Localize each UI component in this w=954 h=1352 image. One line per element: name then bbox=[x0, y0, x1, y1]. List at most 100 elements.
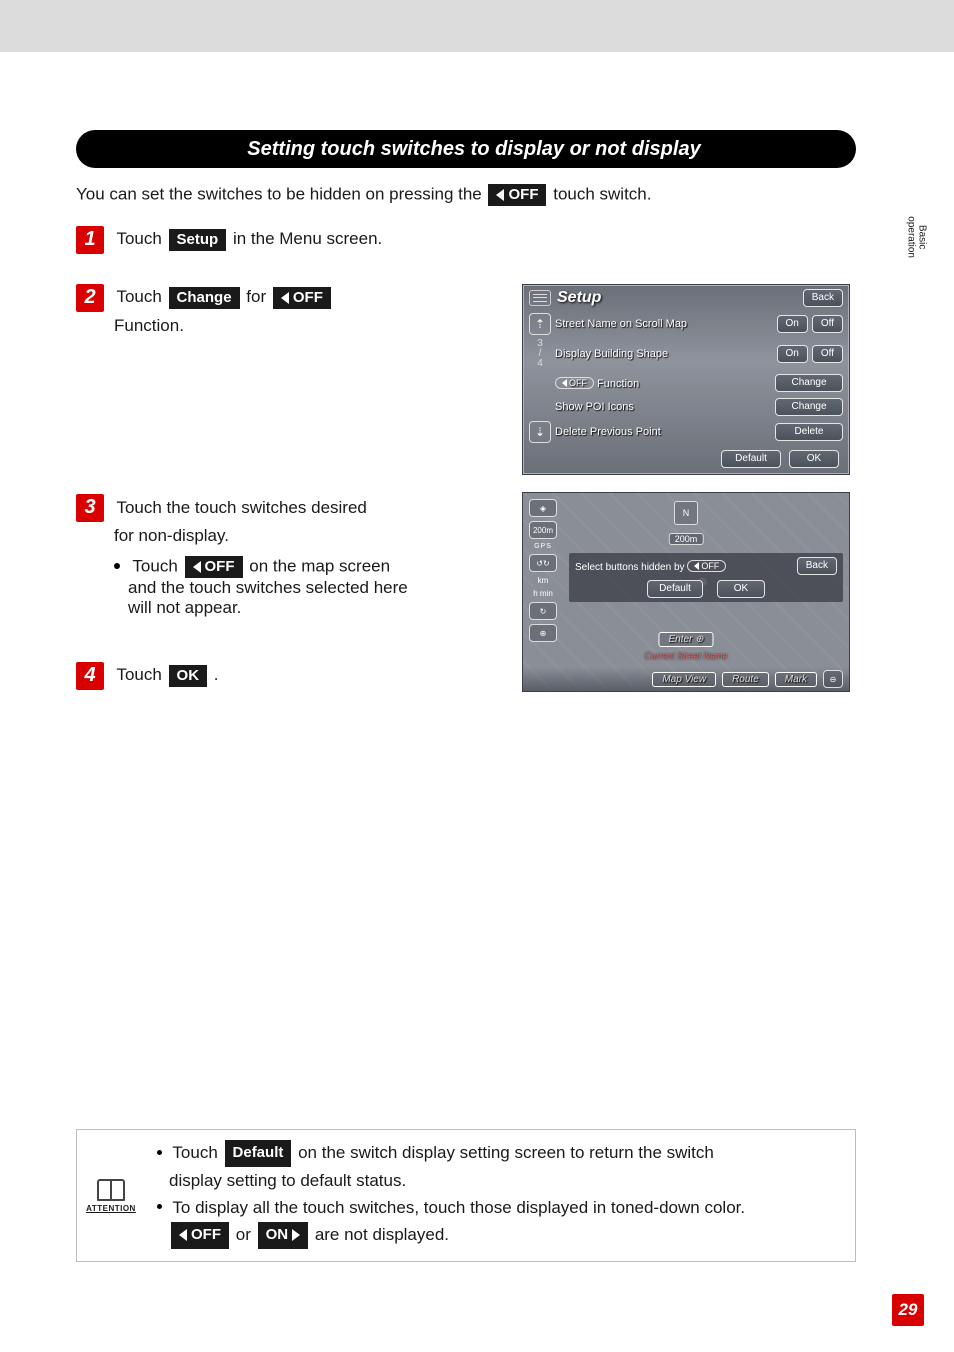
step-2-text: Touch Change for OFF bbox=[116, 287, 332, 306]
r1-on-button[interactable]: On bbox=[777, 315, 808, 333]
r3-label: OFF Function bbox=[555, 377, 771, 390]
triangle-left-icon bbox=[193, 561, 201, 573]
step-1-text: Touch Setup in the Menu screen. bbox=[116, 229, 382, 248]
enter-button[interactable]: Enter ⊕ bbox=[658, 632, 713, 647]
repeat-icon[interactable]: ↻ bbox=[529, 602, 557, 620]
s2-t1: Touch bbox=[116, 287, 166, 306]
r3-change-button[interactable]: Change bbox=[775, 374, 843, 392]
top-gray-bar bbox=[0, 0, 954, 52]
off-label: OFF bbox=[508, 186, 538, 203]
heading-dot bbox=[80, 142, 94, 156]
zoom-out-icon[interactable]: ⊖ bbox=[823, 670, 843, 688]
triangle-left-icon bbox=[562, 379, 567, 387]
triangle-left-icon bbox=[281, 292, 289, 304]
s3-l1: Touch the touch switches desired bbox=[116, 498, 366, 517]
r4-change-button[interactable]: Change bbox=[775, 398, 843, 416]
triangle-left-icon bbox=[496, 189, 504, 201]
n-label: N bbox=[683, 508, 690, 518]
prompt-text: Select buttons hidden by OFF bbox=[575, 560, 726, 573]
attention-caption: ATTENTION bbox=[86, 1204, 136, 1213]
prompt-line: Select buttons hidden by OFF Back bbox=[575, 557, 837, 575]
att-l1a: Touch bbox=[172, 1143, 222, 1162]
r1-off-button[interactable]: Off bbox=[812, 315, 843, 333]
gps-label: GPS bbox=[534, 543, 552, 550]
scroll-down-icon[interactable]: ⇣ bbox=[529, 421, 551, 443]
r2-label: Display Building Shape bbox=[555, 348, 773, 360]
default-chip: Default bbox=[225, 1140, 292, 1167]
map-default-button[interactable]: Default bbox=[647, 580, 703, 598]
s3-b2: on the map screen bbox=[249, 556, 390, 575]
section-heading: Setting touch switches to display or not… bbox=[76, 130, 856, 168]
north-icon[interactable]: N bbox=[674, 501, 698, 525]
ok-button[interactable]: OK bbox=[789, 450, 839, 468]
setup-row-1: ⇡ Street Name on Scroll Map On Off bbox=[523, 311, 849, 337]
attention-icon-col: ATTENTION bbox=[77, 1130, 145, 1261]
current-street-label: Current Street Name bbox=[644, 651, 727, 661]
s2-off: OFF bbox=[293, 289, 323, 306]
step-4: 4 Touch OK . bbox=[76, 662, 496, 690]
setup-row-5: ⇣ Delete Previous Point Delete bbox=[523, 419, 849, 445]
s3-off: OFF bbox=[205, 558, 235, 575]
r2-off-button[interactable]: Off bbox=[812, 345, 843, 363]
r3-func: Function bbox=[597, 378, 639, 390]
r2-on-button[interactable]: On bbox=[777, 345, 808, 363]
step-1: 1 Touch Setup in the Menu screen. bbox=[76, 226, 496, 254]
att-off: OFF bbox=[191, 1224, 221, 1246]
prompt-pre: Select buttons hidden by bbox=[575, 562, 687, 573]
att-line-1: Touch Default on the switch display sett… bbox=[157, 1140, 843, 1167]
compass-icon[interactable]: ◈ bbox=[529, 499, 557, 517]
step-2-num: 2 bbox=[76, 284, 104, 312]
r5-delete-button[interactable]: Delete bbox=[775, 423, 843, 441]
r5-label: Delete Previous Point bbox=[555, 426, 771, 438]
hmin-label: h min bbox=[533, 589, 553, 598]
on-chip-att: ON bbox=[258, 1222, 309, 1249]
s1-t1: Touch bbox=[116, 229, 166, 248]
page-indicator: 3 / 4 bbox=[529, 339, 551, 369]
dir-icon[interactable]: ↺↻ bbox=[529, 554, 557, 572]
setup-row-3: OFF Function Change bbox=[523, 371, 849, 395]
step-3-num: 3 bbox=[76, 494, 104, 522]
prompt-off: OFF bbox=[701, 561, 719, 571]
att-l1b: on the switch display setting screen to … bbox=[298, 1143, 714, 1162]
back-button[interactable]: Back bbox=[803, 289, 843, 307]
step-4-text: Touch OK . bbox=[116, 665, 218, 684]
map-view-button[interactable]: Map View bbox=[652, 672, 716, 687]
step-1-num: 1 bbox=[76, 226, 104, 254]
setup-chip: Setup bbox=[169, 229, 227, 251]
s2-t2: for bbox=[246, 287, 271, 306]
step-4-num: 4 bbox=[76, 662, 104, 690]
s3-b3: and the touch switches selected here bbox=[128, 578, 408, 597]
side-tab-l2: operation bbox=[906, 216, 917, 258]
attention-box: ATTENTION Touch Default on the switch di… bbox=[76, 1129, 856, 1262]
off-pill-icon: OFF bbox=[555, 377, 594, 389]
mark-button[interactable]: Mark bbox=[775, 672, 817, 687]
triangle-left-icon bbox=[694, 562, 699, 570]
scale-center-button[interactable]: 200m bbox=[669, 533, 704, 545]
attention-text: Touch Default on the switch display sett… bbox=[145, 1130, 855, 1261]
off-pill-map: OFF bbox=[687, 560, 726, 572]
page-number: 29 bbox=[892, 1294, 924, 1326]
map-prompt-strip: Select buttons hidden by OFF Back Defaul… bbox=[569, 553, 843, 602]
s1-t2: in the Menu screen. bbox=[233, 229, 382, 248]
s3-l2: for non-display. bbox=[114, 526, 496, 546]
s2-cont: Function. bbox=[114, 316, 496, 336]
r4-label: Show POI Icons bbox=[555, 401, 771, 413]
scale-left-button[interactable]: 200m bbox=[529, 521, 557, 539]
map-back-button[interactable]: Back bbox=[797, 557, 837, 575]
att-l3: To display all the touch switches, touch… bbox=[172, 1198, 745, 1217]
map-bottom-bar: Map View Route Mark ⊖ bbox=[523, 667, 849, 691]
intro-after: touch switch. bbox=[553, 184, 651, 203]
map-ok-button[interactable]: OK bbox=[717, 580, 765, 598]
scroll-up-icon[interactable]: ⇡ bbox=[529, 313, 551, 335]
att-on: ON bbox=[266, 1224, 289, 1246]
step-2: 2 Touch Change for OFF Function. bbox=[76, 284, 496, 336]
target-icon[interactable]: ⊕ bbox=[529, 624, 557, 642]
manual-page: Basic operation Setting touch switches t… bbox=[0, 0, 954, 1352]
s3-b1: Touch bbox=[132, 556, 182, 575]
default-button[interactable]: Default bbox=[721, 450, 781, 468]
route-button[interactable]: Route bbox=[722, 672, 769, 687]
heading-pill-wrap: Setting touch switches to display or not… bbox=[76, 130, 856, 168]
book-icon bbox=[97, 1179, 125, 1201]
s3-bullet: Touch OFF on the map screen and the touc… bbox=[114, 556, 496, 618]
setup-row-2: 3 / 4 Display Building Shape On Off bbox=[523, 337, 849, 371]
